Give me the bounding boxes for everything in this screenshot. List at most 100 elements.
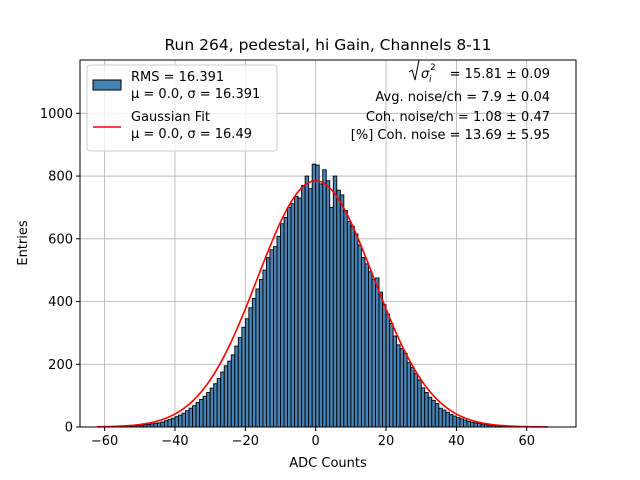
histogram-bar bbox=[420, 387, 426, 428]
histogram-bar bbox=[322, 169, 327, 428]
histogram-bar bbox=[350, 225, 355, 428]
legend-histogram-swatch bbox=[92, 79, 122, 91]
y-tick-label: 1000 bbox=[40, 107, 73, 122]
histogram-bar bbox=[462, 419, 468, 428]
histogram-bar bbox=[396, 344, 401, 428]
svg-text:σ: σ bbox=[421, 67, 430, 82]
histogram-bar bbox=[241, 326, 246, 428]
histogram-bar bbox=[297, 197, 303, 428]
histogram-bar bbox=[216, 377, 222, 428]
y-tick-label: 800 bbox=[48, 170, 73, 185]
histogram-bar bbox=[227, 360, 232, 428]
legend-histogram-label-1: RMS = 16.391 bbox=[131, 70, 224, 85]
histogram-bar bbox=[156, 422, 162, 428]
histogram-bar bbox=[473, 422, 478, 428]
x-tick-label: 60 bbox=[518, 434, 535, 449]
histogram-bar bbox=[290, 203, 296, 428]
x-axis-ticks: −60 −40 −20 0 20 40 60 bbox=[91, 427, 535, 449]
histogram-bar bbox=[382, 304, 387, 428]
histogram-bar bbox=[178, 414, 183, 428]
legend-fit-label-2: μ = 0.0, σ = 16.49 bbox=[131, 127, 252, 142]
histogram-bar bbox=[353, 233, 359, 428]
x-tick-label: 0 bbox=[312, 434, 320, 449]
histogram-bar bbox=[445, 411, 450, 428]
histogram-bar bbox=[448, 414, 454, 428]
y-tick-label: 400 bbox=[48, 295, 73, 310]
svg-text:i: i bbox=[429, 75, 432, 85]
histogram-bar bbox=[470, 421, 475, 428]
histogram-bar bbox=[213, 383, 218, 428]
svg-text:2: 2 bbox=[430, 63, 436, 73]
histogram-bar bbox=[477, 423, 482, 428]
y-tick-label: 200 bbox=[48, 358, 73, 373]
histogram-bar bbox=[283, 217, 288, 428]
histogram-bar bbox=[304, 175, 310, 428]
histogram-bar bbox=[339, 194, 345, 428]
histogram-bar bbox=[192, 405, 197, 428]
x-tick-label: 20 bbox=[378, 434, 395, 449]
histogram-bar bbox=[371, 279, 376, 428]
histogram-bar bbox=[294, 195, 299, 428]
y-axis-ticks: 0 200 400 600 800 1000 bbox=[40, 107, 80, 436]
histogram-bar bbox=[403, 352, 408, 428]
histogram-bar bbox=[202, 395, 208, 428]
histogram-bar bbox=[378, 291, 383, 428]
legend-fit-label-1: Gaussian Fit bbox=[131, 110, 210, 125]
y-axis-label: Entries bbox=[16, 220, 31, 266]
histogram-bar bbox=[357, 244, 362, 428]
histogram-bar bbox=[301, 185, 306, 428]
histogram-bar bbox=[455, 417, 461, 428]
histogram-bar bbox=[459, 418, 464, 428]
histogram-bar bbox=[399, 348, 405, 428]
histogram-bar bbox=[441, 409, 447, 428]
histogram-bar bbox=[427, 396, 433, 428]
histogram-bar bbox=[375, 277, 380, 428]
legend: RMS = 16.391 μ = 0.0, σ = 16.391 Gaussia… bbox=[86, 64, 278, 152]
histogram-bar bbox=[431, 399, 436, 428]
histogram-bar bbox=[466, 420, 471, 428]
histogram-bar bbox=[251, 297, 257, 428]
histogram-bar bbox=[311, 163, 317, 428]
histogram-bar bbox=[258, 279, 264, 428]
stats-line-3: Coh. noise/ch = 1.08 ± 0.47 bbox=[366, 110, 550, 125]
histogram-bar bbox=[389, 323, 394, 428]
histogram-bar bbox=[160, 421, 165, 428]
histogram-bar bbox=[368, 271, 373, 428]
histogram-bar bbox=[280, 223, 285, 428]
histogram-bar bbox=[308, 188, 313, 428]
histogram-bar bbox=[346, 221, 352, 428]
stats-box: σ i 2 = 15.81 ± 0.09 Avg. noise/ch = 7.9… bbox=[351, 59, 550, 143]
histogram-bar bbox=[195, 402, 201, 428]
histogram-bar bbox=[163, 420, 169, 428]
histogram-bar bbox=[438, 407, 443, 428]
histogram-bar bbox=[392, 335, 398, 428]
x-tick-label: 40 bbox=[448, 434, 465, 449]
histogram-bar bbox=[364, 263, 369, 428]
histogram-bar bbox=[336, 189, 341, 428]
chart-title: Run 264, pedestal, hi Gain, Channels 8-1… bbox=[164, 36, 491, 54]
histogram-bar bbox=[343, 210, 348, 428]
histogram-bar bbox=[255, 288, 260, 428]
x-tick-label: −40 bbox=[161, 434, 188, 449]
histogram-bar bbox=[262, 269, 267, 428]
histogram-bar bbox=[167, 419, 172, 428]
stats-line-4: [%] Coh. noise = 13.69 ± 5.95 bbox=[351, 128, 550, 143]
histogram-bar bbox=[360, 257, 366, 428]
histogram-bar bbox=[199, 398, 204, 428]
histogram-bar bbox=[185, 410, 190, 428]
histogram-bar bbox=[410, 366, 415, 428]
histogram-bar bbox=[273, 246, 278, 428]
histogram-bar bbox=[287, 206, 292, 428]
histogram-bar bbox=[329, 206, 334, 428]
histogram-bar bbox=[452, 415, 457, 428]
histogram-bar bbox=[174, 416, 179, 428]
stats-line-1-value: = 15.81 ± 0.09 bbox=[450, 67, 550, 82]
histogram-bar bbox=[406, 362, 412, 428]
histogram-bar bbox=[325, 180, 331, 428]
histogram-bar bbox=[385, 313, 391, 428]
histogram-bar bbox=[230, 354, 236, 428]
legend-box bbox=[86, 64, 278, 152]
histogram-bar bbox=[220, 371, 225, 428]
gaussian-fit-curve bbox=[97, 179, 548, 428]
